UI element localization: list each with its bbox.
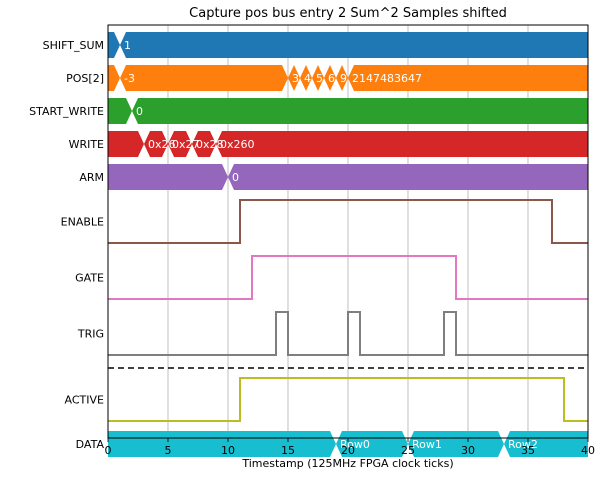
- x-tick-label: 35: [521, 444, 535, 457]
- bus-value-label: 1: [124, 39, 131, 52]
- signal-shift-sum: 1: [108, 32, 588, 58]
- bus-segment: [108, 65, 120, 91]
- signal-enable: [108, 199, 588, 244]
- signal-start-write: 0: [108, 98, 588, 124]
- signal-trig: [108, 311, 588, 356]
- bus-segment: [108, 32, 120, 58]
- x-tick-label: 30: [461, 444, 475, 457]
- bus-segment: [228, 164, 588, 190]
- x-axis-label: Timestamp (125MHz FPGA clock ticks): [241, 457, 453, 470]
- bus-segment: [120, 65, 288, 91]
- signal-label-data: DATA: [76, 438, 105, 451]
- bus-segment: [108, 131, 144, 157]
- bus-segment: [192, 131, 216, 157]
- x-tick-label: 40: [581, 444, 595, 457]
- bus-segment: [108, 98, 132, 124]
- bit-trace: [108, 377, 588, 422]
- signal-label-enable: ENABLE: [61, 216, 104, 229]
- bus-value-label: Row0: [340, 438, 370, 451]
- bus-value-label: 0: [136, 105, 143, 118]
- bus-segment: [168, 131, 192, 157]
- x-tick-label: 0: [105, 444, 112, 457]
- signal-label-arm: ARM: [79, 171, 104, 184]
- x-tick-label: 25: [401, 444, 415, 457]
- signal-label-shift-sum: SHIFT_SUM: [43, 39, 104, 52]
- bus-segment: [348, 65, 588, 91]
- bus-segment: [312, 65, 324, 91]
- x-tick-label: 20: [341, 444, 355, 457]
- bus-segment: [300, 65, 312, 91]
- grid: [167, 25, 529, 438]
- bus-value-label: 6: [328, 72, 335, 85]
- bit-trace: [108, 199, 588, 244]
- bus-value-label: 0x28: [196, 138, 224, 151]
- bus-value-label: 4: [304, 72, 311, 85]
- bus-value-label: 0: [232, 171, 239, 184]
- chart-title: Capture pos bus entry 2 Sum^2 Samples sh…: [189, 6, 507, 21]
- signal-label-start-write: START_WRITE: [29, 105, 104, 118]
- bus-segment: [108, 164, 228, 190]
- signal-labels: SHIFT_SUM POS[2] START_WRITE WRITE ARM ENABLE…: [29, 39, 104, 451]
- bus-segment: [324, 65, 336, 91]
- signal-label-gate: GATE: [75, 272, 104, 285]
- bus-value-label: Row2: [508, 438, 538, 451]
- bus-value-label: Row1: [412, 438, 442, 451]
- signals: 1-3 3 4 5 6 9 214748364700x260x270x280x2600Row…: [108, 32, 588, 457]
- x-tick-label: 10: [221, 444, 235, 457]
- bus-value-label: -3: [124, 72, 135, 85]
- bus-segment: [120, 32, 588, 58]
- bus-value-label: 0x26: [148, 138, 176, 151]
- bus-segment: [336, 65, 348, 91]
- bus-value-label: 3: [292, 72, 299, 85]
- bus-value-label: 0x260: [220, 138, 255, 151]
- signal-label-trig: TRIG: [77, 328, 104, 341]
- bit-trace: [108, 255, 588, 300]
- bus-value-label: 5: [316, 72, 323, 85]
- bus-segment: [288, 65, 300, 91]
- signal-pos-2: -3 3 4 5 6 9 2147483647: [108, 65, 588, 91]
- x-tick-label: 15: [281, 444, 295, 457]
- bus-value-label: 2147483647: [352, 72, 422, 85]
- x-axis-ticks: 0 5 10 15 20 25 30 35 40: [105, 438, 595, 457]
- bus-segment: [132, 98, 588, 124]
- bus-value-label: 9: [340, 72, 347, 85]
- signal-active: [108, 377, 588, 422]
- bus-value-label: 0x27: [172, 138, 200, 151]
- signal-label-pos-2: POS[2]: [66, 72, 104, 85]
- signal-label-write: WRITE: [69, 138, 104, 151]
- bit-trace: [108, 311, 588, 356]
- signal-arm: 0: [108, 164, 588, 190]
- x-tick-label: 5: [165, 444, 172, 457]
- signal-label-active: ACTIVE: [65, 394, 105, 407]
- signal-gate: [108, 255, 588, 300]
- bus-segment: [144, 131, 168, 157]
- bus-segment: [216, 131, 588, 157]
